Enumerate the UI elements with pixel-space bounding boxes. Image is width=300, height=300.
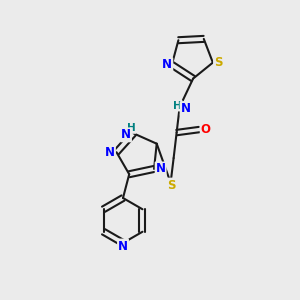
Text: O: O — [201, 123, 211, 136]
Text: N: N — [105, 146, 115, 159]
Text: N: N — [156, 163, 166, 176]
Text: H: H — [173, 100, 182, 111]
Text: H: H — [127, 123, 136, 133]
Text: S: S — [214, 56, 223, 69]
Text: N: N — [118, 239, 128, 253]
Text: N: N — [121, 128, 131, 141]
Text: S: S — [167, 178, 176, 192]
Text: N: N — [181, 102, 190, 115]
Text: N: N — [162, 58, 172, 71]
